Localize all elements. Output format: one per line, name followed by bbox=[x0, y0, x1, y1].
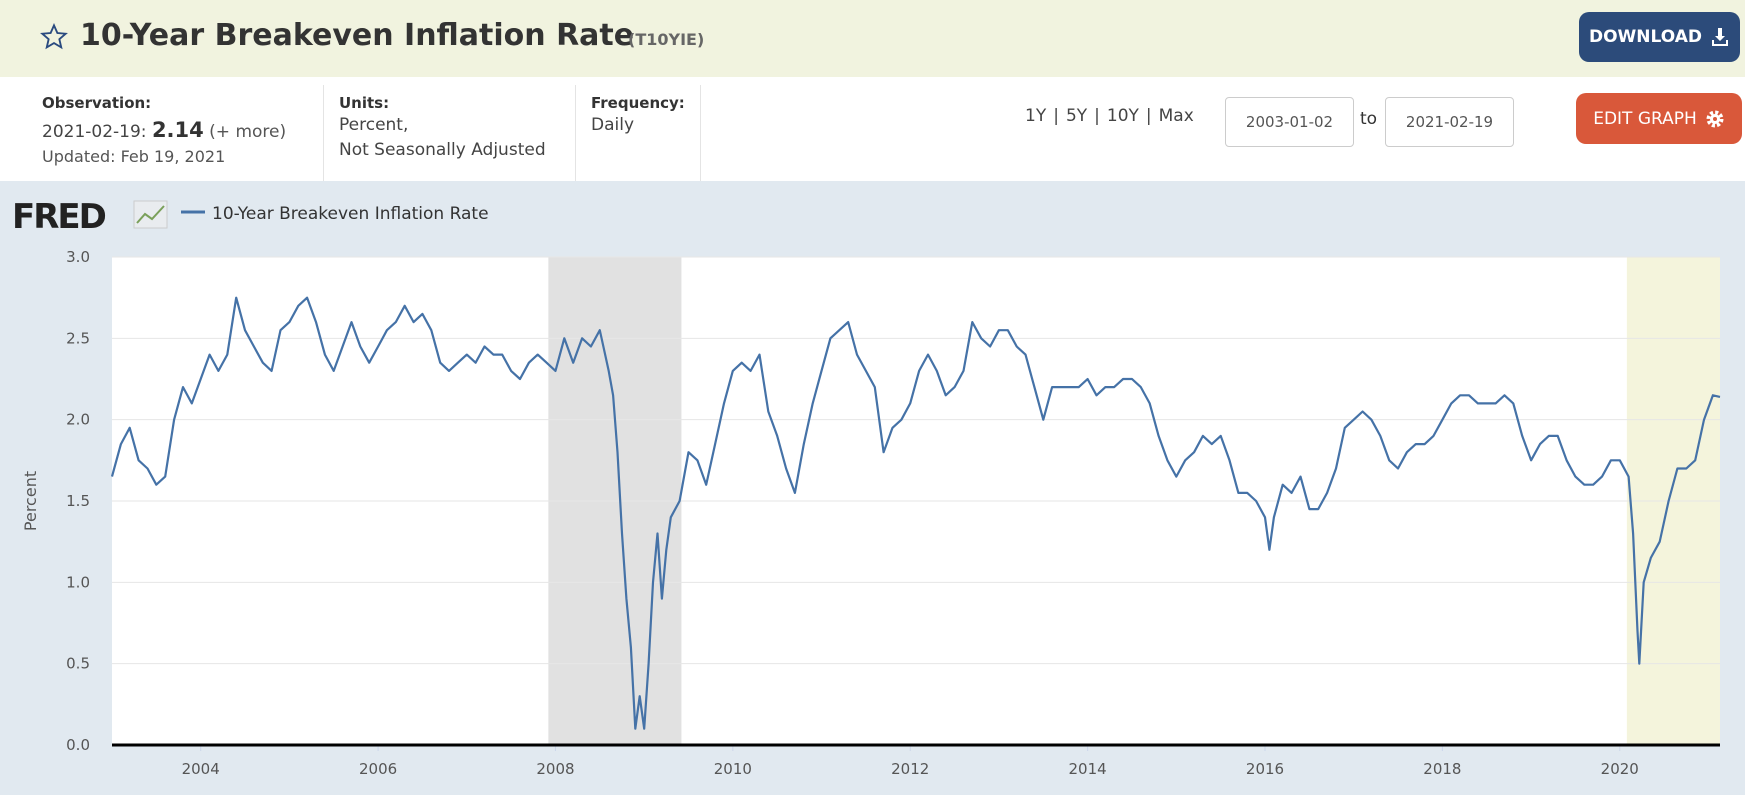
x-tick-label: 2006 bbox=[359, 760, 397, 778]
gear-icon bbox=[1706, 110, 1724, 127]
end-date-input[interactable]: 2021-02-19 bbox=[1385, 97, 1514, 147]
observation-value: 2.14 bbox=[151, 118, 204, 142]
header: 10-Year Breakeven Inflation Rate (T10YIE… bbox=[0, 0, 1745, 77]
x-tick-label: 2020 bbox=[1601, 760, 1639, 778]
y-tick-label: 0.0 bbox=[66, 736, 90, 754]
updated: Updated: Feb 19, 2021 bbox=[42, 147, 226, 166]
info-bar: Observation: 2021-02-19: 2.14 (+ more) U… bbox=[0, 77, 1745, 181]
range-button[interactable]: 5Y bbox=[1065, 106, 1088, 126]
range-button[interactable]: 1Y bbox=[1025, 106, 1047, 126]
y-axis-label: Percent bbox=[21, 471, 40, 531]
series-id: (T10YIE) bbox=[628, 30, 705, 49]
x-tick-label: 2004 bbox=[182, 760, 220, 778]
y-tick-label: 2.5 bbox=[66, 329, 90, 347]
separator bbox=[323, 85, 324, 181]
start-date-input[interactable]: 2003-01-02 bbox=[1225, 97, 1354, 147]
download-label: DOWNLOAD bbox=[1588, 27, 1703, 47]
range-separator: | bbox=[1053, 106, 1059, 126]
units-line: Percent, bbox=[339, 115, 409, 135]
observation-date: 2021-02-19: bbox=[42, 122, 147, 142]
units-line: Not Seasonally Adjusted bbox=[339, 140, 546, 160]
star-icon[interactable] bbox=[40, 23, 68, 51]
page-title: 10-Year Breakeven Inflation Rate bbox=[80, 18, 635, 53]
x-tick-label: 2016 bbox=[1246, 760, 1284, 778]
observation-label: Observation: bbox=[42, 94, 152, 112]
x-tick-label: 2012 bbox=[891, 760, 929, 778]
y-tick-label: 0.5 bbox=[66, 655, 90, 673]
separator bbox=[575, 85, 576, 181]
range-buttons: 1Y | 5Y | 10Y | Max bbox=[1025, 106, 1194, 126]
range-button[interactable]: 10Y bbox=[1106, 106, 1139, 126]
logo-icon bbox=[133, 200, 168, 229]
download-icon bbox=[1712, 28, 1729, 46]
x-tick-label: 2014 bbox=[1069, 760, 1107, 778]
download-button[interactable]: DOWNLOAD bbox=[1579, 12, 1740, 62]
range-button[interactable]: Max bbox=[1158, 106, 1194, 126]
y-tick-label: 1.5 bbox=[66, 492, 90, 510]
x-tick-label: 2018 bbox=[1423, 760, 1461, 778]
y-tick-label: 3.0 bbox=[66, 248, 90, 266]
series-line bbox=[110, 296, 1721, 730]
separator bbox=[700, 85, 701, 181]
x-tick-label: 2008 bbox=[536, 760, 574, 778]
units-label: Units: bbox=[339, 94, 390, 112]
edit-graph-button[interactable]: EDIT GRAPH bbox=[1576, 93, 1742, 144]
edit-graph-label: EDIT GRAPH bbox=[1593, 108, 1697, 129]
to-label: to bbox=[1360, 109, 1378, 129]
x-tick-label: 2010 bbox=[714, 760, 752, 778]
y-tick-label: 1.0 bbox=[66, 573, 90, 591]
range-separator: | bbox=[1145, 106, 1152, 126]
observation-line: 2021-02-19: 2.14 (+ more) bbox=[42, 118, 286, 142]
y-tick-label: 2.0 bbox=[66, 411, 90, 429]
fred-logo: FRED bbox=[12, 197, 106, 237]
more-link[interactable]: (+ more) bbox=[209, 122, 287, 142]
legend-label: 10-Year Breakeven Inflation Rate bbox=[212, 204, 489, 224]
range-separator: | bbox=[1094, 106, 1100, 126]
frequency-value: Daily bbox=[591, 115, 635, 135]
frequency-label: Frequency: bbox=[591, 94, 685, 112]
